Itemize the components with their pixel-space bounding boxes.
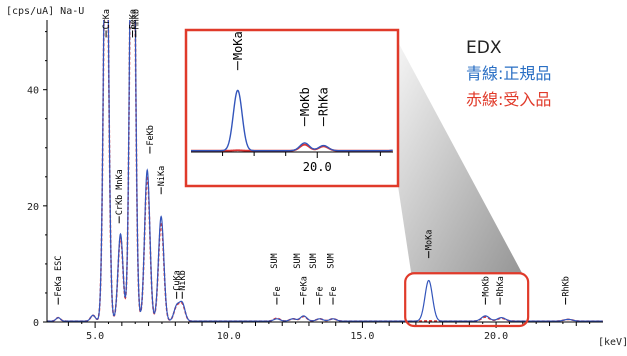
peak-label: Fe [329,286,339,305]
peak-label: Fe [316,286,326,305]
peak-label-text: FeKa ESC [54,256,64,297]
peak-label-text: MnKb [132,9,142,29]
peak-label: SUM [270,253,280,268]
peak-label: MoKb [298,87,312,127]
y-axis-label: [cps/uA] Na-U [6,6,84,17]
inset-frame [184,28,400,188]
peak-label: RhKa [317,87,331,127]
peak-label: RhKa [496,276,506,305]
peak-label-text: SUM [309,253,319,268]
y-tick-label: 20 [27,202,39,213]
inset-axis: 20.0 [191,151,393,174]
legend: EDX 青線:正規品 赤線:受入品 [466,38,551,109]
peak-label: FeKa [300,276,310,305]
peak-label: NiKa [157,166,167,195]
legend-entry-blue: 青線:正規品 [466,64,551,83]
peak-label-text: Fe [316,286,326,296]
peak-label-text: MoKb [481,276,491,296]
inset-x-tick-label: 20.0 [303,160,332,174]
peak-label-text: SUM [326,253,336,268]
inset-zoom: 20.0 MoKa MoKb RhKa [184,28,400,188]
peak-label-text: MoKb [298,87,312,116]
peak-label-text: FeKa [300,276,310,296]
peak-label-text: CrKb MnKa [115,169,125,215]
inset-peak-labels: MoKa MoKb RhKa [231,31,331,127]
main-series-lines [47,20,603,322]
peak-label: MoKa [425,230,435,259]
zoom-connector [398,42,523,274]
x-axis-ticks: 5.0 10.0 15.0 20.0 [67,322,591,342]
peak-label: MoKb [481,276,491,305]
peak-label-text: FeKb [146,125,156,145]
peak-label-text: FeKa [129,9,139,29]
peak-label: Fe [273,286,283,305]
peak-label: CrKb MnKa [115,169,125,224]
peak-label: FeKa ESC [54,256,64,305]
y-tick-label: 0 [33,318,39,329]
y-axis-ticks: 0 20 40 [27,31,47,329]
peak-label-text: RhKa [317,87,331,116]
inset-series-blue-line [191,89,393,152]
peak-label-text: CrKa [102,9,112,29]
peak-label: MoKa [231,31,245,71]
peak-label: SUM [293,253,303,268]
peak-label: NiKb [178,270,188,299]
peak-label: CrKa [102,9,112,38]
peak-label-text: SUM [293,253,303,268]
x-tick-label: 5.0 [86,331,104,342]
peak-label-text: MoKa [231,31,245,60]
peak-label-text: MoKa [425,230,435,250]
zoom-wedge-shape [398,42,523,274]
inset-series-lines [191,89,393,152]
x-tick-label: 15.0 [350,331,374,342]
x-axis-label: [keV] [598,337,627,348]
series-blue-line [47,20,603,322]
peak-label: RhKb [562,276,572,305]
peak-label-text: Fe [273,286,283,296]
legend-title: EDX [466,38,502,58]
peak-label-text: RhKa [496,276,506,296]
peak-label: SUM [309,253,319,268]
x-tick-label: 10.0 [217,331,241,342]
peak-label-text: NiKb [178,270,188,290]
peak-label-text: RhKb [562,276,572,296]
y-tick-label: 40 [27,86,39,97]
peak-label: SUM [326,253,336,268]
x-tick-label: 20.0 [484,331,508,342]
peak-label: FeKb [146,125,156,154]
legend-entry-red: 赤線:受入品 [466,90,551,109]
peak-label: FeKa [129,9,139,38]
peak-label-text: Fe [329,286,339,296]
peak-label-text: NiKa [157,166,167,186]
peak-label: MnKb [132,9,142,38]
peak-label: CuKa [173,270,183,299]
highlight-box [404,272,530,328]
peak-label-text: CuKa [173,270,183,290]
peak-label-text: SUM [270,253,280,268]
